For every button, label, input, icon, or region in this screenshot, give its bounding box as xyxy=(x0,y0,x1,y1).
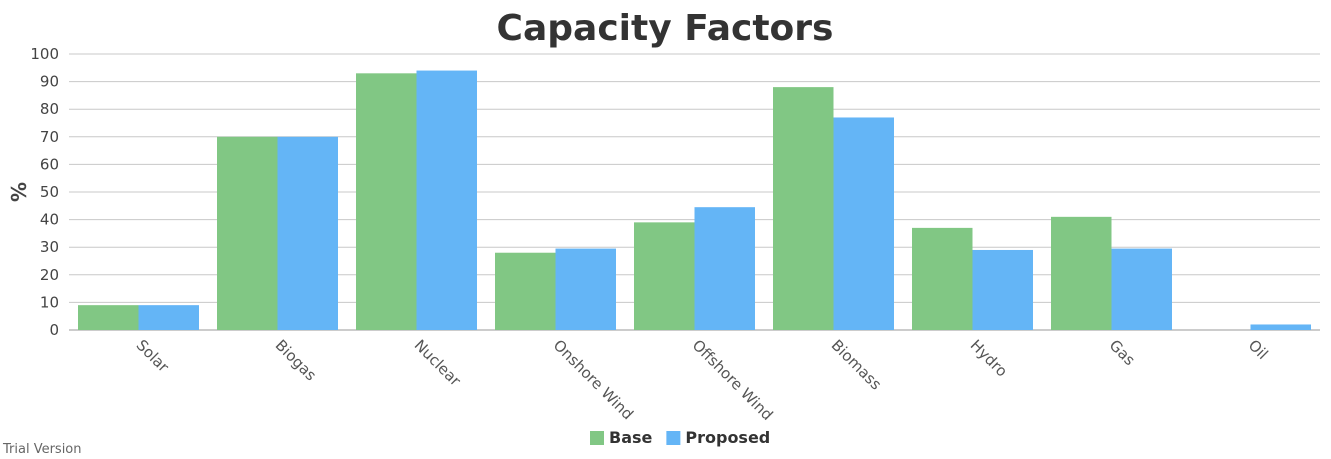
x-tick-label: Offshore Wind xyxy=(689,336,777,424)
bar-base-gas[interactable] xyxy=(1051,216,1112,330)
bar-proposed-solar[interactable] xyxy=(138,305,200,330)
bar-proposed-hydro[interactable] xyxy=(972,249,1034,330)
bar-base-offshore-wind[interactable] xyxy=(634,222,695,330)
y-tick-label: 30 xyxy=(40,238,59,256)
y-tick-label: 60 xyxy=(40,155,59,173)
bar-proposed-gas[interactable] xyxy=(1111,248,1173,330)
y-tick-label: 100 xyxy=(30,45,59,63)
legend-item-proposed[interactable]: Proposed xyxy=(666,428,770,447)
legend-label: Base xyxy=(609,428,653,447)
bars xyxy=(78,70,1312,331)
watermark-text: Trial Version xyxy=(2,442,82,455)
bar-proposed-offshore-wind[interactable] xyxy=(694,207,756,330)
bar-base-nuclear[interactable] xyxy=(356,73,417,330)
legend[interactable]: Base Proposed xyxy=(590,428,770,447)
bar-proposed-onshore-wind[interactable] xyxy=(555,248,617,330)
x-tick-label: Solar xyxy=(133,336,173,376)
bar-base-hydro[interactable] xyxy=(912,227,973,330)
x-tick-label: Gas xyxy=(1106,336,1139,369)
y-tick-label: 40 xyxy=(40,211,59,229)
y-tick-label: 70 xyxy=(40,128,59,146)
y-tick-label: 80 xyxy=(40,100,59,118)
x-tick-label: Onshore Wind xyxy=(550,336,637,423)
chart-title: Capacity Factors xyxy=(497,8,834,49)
y-tick-label: 10 xyxy=(40,293,59,311)
x-tick-label: Oil xyxy=(1245,336,1272,363)
x-tick-label: Nuclear xyxy=(411,336,465,390)
y-tick-label: 50 xyxy=(40,183,59,201)
x-tick-label: Biogas xyxy=(272,336,320,384)
legend-label: Proposed xyxy=(685,428,770,447)
legend-item-base[interactable]: Base xyxy=(590,428,653,447)
y-tick-label: 90 xyxy=(40,73,59,91)
legend-swatch xyxy=(590,431,604,445)
y-tick-label: 0 xyxy=(49,321,59,339)
bar-base-solar[interactable] xyxy=(78,305,139,330)
y-tick-label: 20 xyxy=(40,266,59,284)
legend-swatch xyxy=(666,431,681,445)
y-axis-label: % xyxy=(7,182,31,202)
bar-proposed-nuclear[interactable] xyxy=(416,70,478,330)
x-axis-ticks: Solar Biogas Nuclear Onshore Wind Offshore W… xyxy=(133,336,1272,424)
x-tick-label: Biomass xyxy=(828,336,885,393)
bar-base-biogas[interactable] xyxy=(217,136,278,330)
y-axis-ticks: 0 10 20 30 40 50 60 70 80 90 100 xyxy=(30,45,59,339)
bar-base-biomass[interactable] xyxy=(773,87,834,331)
x-tick-label: Hydro xyxy=(967,336,1011,380)
bar-proposed-oil[interactable] xyxy=(1250,324,1312,330)
bar-base-onshore-wind[interactable] xyxy=(495,252,556,330)
bar-proposed-biomass[interactable] xyxy=(833,117,895,330)
bar-proposed-biogas[interactable] xyxy=(277,136,339,330)
